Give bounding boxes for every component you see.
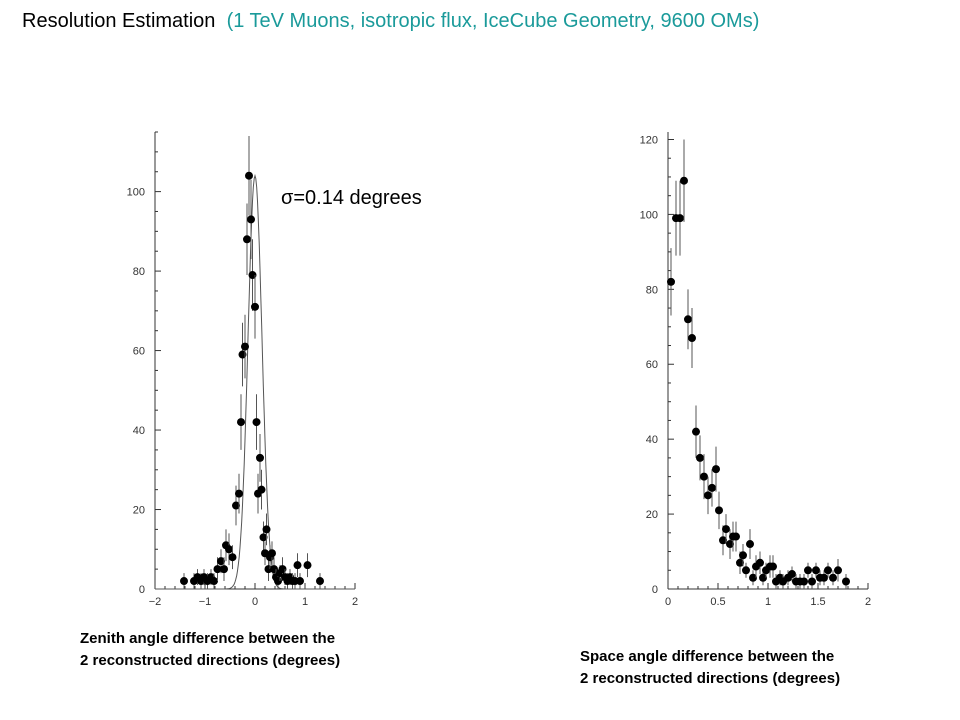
space-data-point bbox=[704, 491, 712, 500]
space-data-point bbox=[800, 577, 808, 586]
space-data-point bbox=[746, 540, 754, 549]
space-data-point bbox=[804, 566, 812, 575]
zenith-y-tick-label: 80 bbox=[133, 266, 145, 278]
space-data-point bbox=[712, 465, 720, 474]
zenith-caption-line2: 2 reconstructed directions (degrees) bbox=[80, 652, 341, 669]
space-caption-line2: 2 reconstructed directions (degrees) bbox=[580, 670, 841, 687]
zenith-x-tick-label: −2 bbox=[149, 596, 162, 608]
zenith-data-point bbox=[252, 418, 261, 427]
space-x-tick-label: 0 bbox=[665, 596, 671, 608]
zenith-data-point bbox=[303, 561, 312, 570]
title-subtitle: (1 TeV Muons, isotropic flux, IceCube Ge… bbox=[226, 10, 760, 32]
space-data-point bbox=[700, 472, 708, 481]
space-data-point bbox=[820, 573, 828, 582]
zenith-y-tick-label: 0 bbox=[139, 584, 145, 596]
space-data-point bbox=[812, 566, 820, 575]
zenith-data-point bbox=[213, 565, 222, 574]
zenith-data-point bbox=[247, 215, 255, 224]
zenith-data-point bbox=[180, 577, 188, 586]
zenith-chart: 0 20 40 60 80 100 −2 −1 0 1 2 bbox=[127, 131, 358, 608]
zenith-data-point bbox=[296, 577, 304, 586]
slide-title: Resolution Estimation (1 TeV Muons, isot… bbox=[22, 10, 759, 33]
zenith-data-point bbox=[241, 342, 249, 351]
zenith-x-tick-label: −1 bbox=[199, 596, 212, 608]
zenith-x-tick-label: 2 bbox=[352, 596, 358, 608]
space-x-tick-label: 1.5 bbox=[810, 596, 825, 608]
space-data-point bbox=[742, 566, 750, 575]
space-y-tick-label: 60 bbox=[646, 359, 658, 371]
space-y-tick-label: 40 bbox=[646, 434, 658, 446]
zenith-y-tick-label: 60 bbox=[133, 346, 145, 358]
zenith-data-point bbox=[268, 549, 276, 558]
zenith-fit-curve bbox=[155, 173, 355, 590]
space-x-tick-label: 1 bbox=[765, 596, 771, 608]
zenith-data-point bbox=[256, 453, 264, 462]
space-data-point bbox=[749, 573, 757, 582]
space-data-point bbox=[736, 558, 744, 567]
space-data-point bbox=[722, 525, 730, 534]
zenith-data-point bbox=[274, 577, 282, 586]
zenith-y-tick-label: 40 bbox=[133, 425, 145, 437]
zenith-data-point bbox=[228, 553, 237, 562]
space-y-tick-label: 20 bbox=[646, 509, 658, 521]
space-data-point bbox=[680, 176, 688, 185]
zenith-x-tick-label: 1 bbox=[302, 596, 308, 608]
zenith-data-point bbox=[235, 489, 243, 498]
zenith-caption-line1: Zenith angle difference between the bbox=[80, 630, 336, 647]
zenith-data-point bbox=[245, 171, 253, 180]
space-data-point bbox=[719, 536, 727, 545]
zenith-data-point bbox=[316, 577, 324, 586]
space-data-point bbox=[688, 334, 696, 343]
space-data-point bbox=[842, 577, 850, 586]
zenith-data-point bbox=[225, 545, 233, 554]
zenith-data-point bbox=[243, 235, 251, 244]
space-data-point bbox=[834, 566, 842, 575]
zenith-data-point bbox=[259, 533, 268, 542]
space-data-point bbox=[769, 562, 777, 571]
space-data-point bbox=[739, 551, 747, 560]
space-data-point bbox=[732, 532, 740, 541]
zenith-data-point bbox=[210, 577, 218, 586]
space-data-point bbox=[692, 427, 700, 436]
sigma-annotation: σ=0.14 degrees bbox=[281, 187, 422, 209]
zenith-x-tick-label: 0 bbox=[252, 596, 258, 608]
space-x-tick-label: 2 bbox=[865, 596, 871, 608]
zenith-y-tick-label: 100 bbox=[127, 187, 145, 199]
zenith-data-point bbox=[251, 302, 259, 311]
space-y-tick-label: 0 bbox=[652, 584, 658, 596]
zenith-data-point bbox=[232, 501, 240, 510]
zenith-caption: Zenith angle difference between the 2 re… bbox=[80, 628, 340, 672]
zenith-data-point bbox=[262, 525, 271, 534]
space-data-point bbox=[667, 277, 675, 286]
title-main: Resolution Estimation bbox=[22, 10, 216, 32]
space-data-point bbox=[808, 577, 816, 586]
space-data-point bbox=[788, 570, 796, 579]
zenith-data-point bbox=[220, 565, 228, 574]
space-data-point bbox=[824, 566, 832, 575]
space-data-point bbox=[829, 573, 837, 582]
zenith-data-point bbox=[237, 418, 245, 427]
space-data-point bbox=[708, 483, 716, 492]
zenith-data-point bbox=[257, 485, 266, 494]
zenith-y-tick-label: 20 bbox=[133, 505, 145, 517]
space-data-point bbox=[759, 573, 767, 582]
space-caption: Space angle difference between the 2 rec… bbox=[580, 646, 840, 690]
space-data-point bbox=[696, 453, 704, 462]
space-data-point bbox=[676, 214, 684, 223]
space-data-point bbox=[715, 506, 723, 515]
zenith-data-point bbox=[293, 561, 302, 570]
space-data-point bbox=[756, 558, 764, 567]
space-data-point bbox=[684, 315, 692, 324]
zenith-data-point bbox=[217, 557, 225, 566]
space-y-tick-label: 80 bbox=[646, 284, 658, 296]
space-x-tick-label: 0.5 bbox=[710, 596, 725, 608]
space-angle-chart: 0 20 40 60 80 100 120 0 0.5 1 1.5 2 bbox=[640, 132, 871, 608]
space-data-point bbox=[726, 540, 734, 549]
space-y-tick-label: 100 bbox=[640, 209, 658, 221]
space-caption-line1: Space angle difference between the bbox=[580, 648, 835, 665]
space-y-tick-label: 120 bbox=[640, 134, 658, 146]
